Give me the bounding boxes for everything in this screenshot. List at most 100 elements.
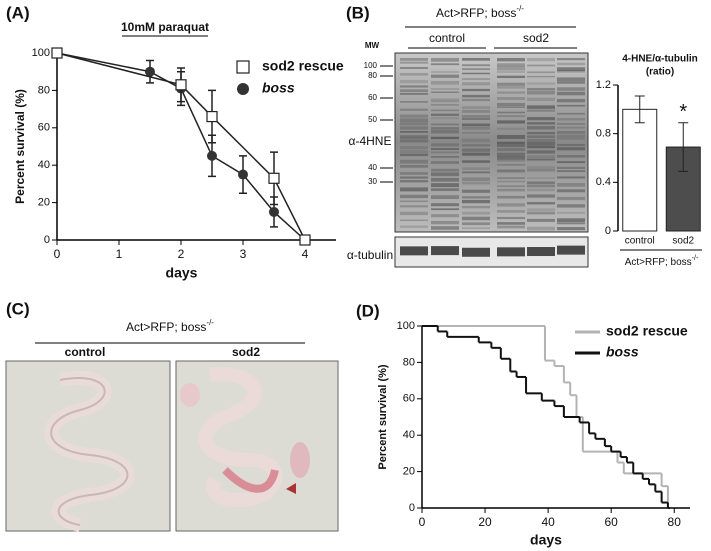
bar [622, 108, 658, 232]
blot-band [527, 64, 555, 67]
blot-band [557, 126, 585, 129]
blot-band [400, 180, 428, 183]
blot-band [431, 80, 459, 85]
blot-band [431, 70, 459, 73]
group-label: control [429, 31, 465, 45]
blot-band [462, 205, 490, 209]
blot-band [462, 152, 490, 156]
blot-band [400, 172, 428, 175]
blot-band [497, 247, 525, 257]
blot-band [462, 123, 490, 127]
blot-band [497, 148, 525, 152]
blot-band [431, 203, 459, 207]
blot-band [527, 185, 555, 188]
marker [269, 206, 279, 217]
blot-band [462, 148, 490, 152]
x-axis-label: days [166, 265, 198, 281]
blot-band [527, 97, 555, 101]
panel-label: (C) [6, 299, 30, 318]
blot-band [462, 127, 490, 130]
blot-band [431, 168, 459, 172]
blot-band [497, 82, 525, 86]
group-label: sod2 [232, 345, 260, 359]
blot-band [557, 166, 585, 169]
blot-band [462, 72, 490, 75]
blot-band [431, 156, 459, 158]
blot-band [497, 164, 525, 166]
blot-band [462, 167, 490, 170]
blot-band [557, 62, 585, 66]
tissue-image [5, 360, 171, 532]
blot-band [527, 226, 555, 231]
text: -/- [206, 318, 214, 327]
blot-band [527, 75, 555, 78]
blot-band [462, 144, 490, 147]
blot-band [527, 188, 555, 192]
blot-band [431, 172, 459, 177]
loading-label: α-tubulin [347, 248, 393, 262]
y-tick-label: 40 [38, 159, 50, 171]
x-tick-label: 1 [116, 247, 123, 261]
y-tick-label: 40 [403, 429, 415, 441]
blot-band [400, 135, 428, 139]
blot-band [557, 218, 585, 223]
marker [238, 169, 248, 180]
blot-band [462, 211, 490, 215]
blot-band [400, 93, 428, 95]
blot-band [527, 117, 555, 121]
blot-band [400, 176, 428, 179]
text: -/- [692, 255, 699, 262]
blot-band [431, 214, 459, 218]
blot-band [557, 104, 585, 107]
blot-band [462, 138, 490, 143]
blot-band [497, 225, 525, 229]
blot-band [497, 127, 525, 130]
blot-band [527, 166, 555, 170]
blot-band [557, 70, 585, 73]
blot-band [497, 216, 525, 220]
group-label: control [65, 345, 106, 359]
blot-band [557, 134, 585, 138]
blot-band [431, 226, 459, 230]
blot-band [497, 177, 525, 179]
blot-band [527, 141, 555, 146]
marker [175, 79, 187, 91]
mw-label: 60 [368, 93, 377, 102]
y-tick-label: 20 [403, 466, 415, 478]
y-tick-label: 20 [38, 197, 50, 209]
blot-band [527, 202, 555, 205]
mw-title: MW [365, 41, 380, 50]
marker [268, 172, 280, 184]
blot-band [497, 120, 525, 124]
blot-band [497, 210, 525, 213]
blot-band [462, 196, 490, 199]
blot-band [497, 195, 525, 199]
blot-band [497, 222, 525, 225]
x-axis-label: days [530, 532, 562, 548]
blot-band [431, 161, 459, 164]
blot-band [527, 109, 555, 112]
mw-label: 100 [364, 61, 378, 70]
blot-band [431, 151, 459, 154]
blot-band [557, 81, 585, 84]
blot-band [527, 155, 555, 159]
blot-band [527, 169, 555, 172]
error-bar [634, 95, 645, 124]
blot-image [394, 52, 589, 233]
y-axis-label: Percent survival (%) [377, 364, 389, 469]
blot-band [557, 204, 585, 208]
blot-band [431, 183, 459, 188]
blot-band [431, 104, 459, 106]
text: Act>RFP; boss [436, 6, 516, 20]
text: Act>RFP; boss [126, 320, 206, 334]
blot-band [400, 79, 428, 84]
blot-band [497, 156, 525, 160]
blot-band [557, 176, 585, 179]
blot-band [462, 131, 490, 134]
blot-band [557, 98, 585, 103]
y-tick-label: 0 [605, 225, 611, 237]
x-tick-label: 4 [302, 247, 309, 261]
legend-label: sod2 rescue [262, 58, 344, 74]
blot-band [527, 138, 555, 142]
blot-band [431, 148, 459, 150]
